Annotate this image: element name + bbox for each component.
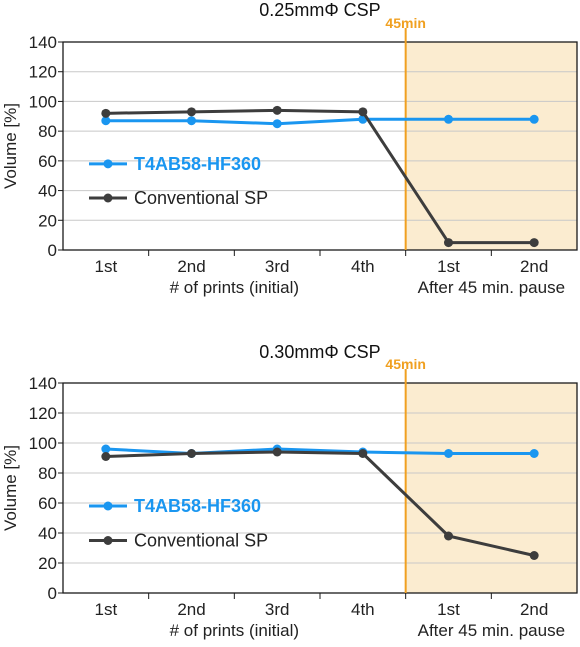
data-point-1	[529, 551, 539, 560]
data-point-1	[101, 452, 111, 461]
x-tick-label: 3rd	[265, 257, 290, 276]
x-tick-label: 4th	[351, 257, 375, 276]
data-point-0	[529, 449, 539, 458]
data-point-1	[529, 238, 539, 248]
legend-label: Conventional SP	[134, 188, 268, 208]
x-tick-label: 4th	[351, 600, 375, 619]
data-point-0	[444, 449, 453, 458]
legend-swatch-marker	[103, 501, 113, 511]
pause-marker-label: 45min	[385, 356, 425, 372]
y-tick-label: 40	[38, 524, 57, 543]
y-tick-label: 100	[29, 434, 57, 453]
x-tick-label: 1st	[437, 600, 460, 619]
legend-swatch-marker	[103, 159, 113, 169]
x-group-label-pause: After 45 min. pause	[418, 278, 565, 297]
data-point-1	[101, 108, 111, 118]
x-group-label-pause: After 45 min. pause	[418, 621, 565, 640]
y-tick-label: 140	[29, 33, 57, 52]
series-line-0	[105, 117, 535, 126]
series-line-1	[105, 450, 535, 557]
series-line-1	[105, 108, 535, 245]
y-tick-label: 60	[38, 494, 57, 513]
data-point-0	[101, 444, 111, 454]
data-point-1	[272, 105, 282, 115]
y-tick-label: 140	[29, 374, 57, 393]
data-point-0	[101, 116, 111, 126]
y-tick-label: 20	[38, 211, 57, 230]
x-tick-label: 2nd	[177, 600, 205, 619]
x-tick-label: 1st	[94, 257, 117, 276]
data-point-1	[187, 107, 196, 117]
legend-label: T4AB58-HF360	[134, 154, 261, 174]
y-tick-label: 100	[29, 92, 57, 111]
y-tick-label: 80	[38, 122, 57, 141]
y-axis-label: Volume [%]	[1, 445, 20, 531]
y-tick-label: 120	[29, 404, 57, 423]
chart-0-025mm: 0 20 40 60 80 100 120 140 1st 2nd 3rd 4th 1st 2nd # of…	[1, 0, 578, 297]
y-tick-label: 40	[38, 182, 57, 201]
pause-region	[405, 42, 577, 250]
data-point-1	[358, 107, 368, 117]
pause-marker-label: 45min	[385, 15, 425, 31]
data-point-1	[187, 449, 196, 458]
chart-title: 0.30mmΦ CSP	[259, 342, 380, 362]
y-tick-label: 120	[29, 63, 57, 82]
data-point-1	[444, 238, 453, 248]
y-tick-label: 0	[48, 584, 57, 603]
x-group-label-initial: # of prints (initial)	[170, 278, 299, 297]
x-tick-label: 1st	[94, 600, 117, 619]
y-axis-label: Volume [%]	[1, 103, 20, 189]
x-tick-label: 3rd	[265, 600, 290, 619]
y-tick-label: 20	[38, 554, 57, 573]
y-tick-label: 60	[38, 152, 57, 171]
pause-region	[405, 383, 577, 593]
data-point-0	[529, 114, 539, 124]
x-tick-label: 2nd	[520, 257, 548, 276]
legend-label: Conventional SP	[134, 531, 268, 551]
y-tick-label: 80	[38, 464, 57, 483]
legend-swatch-marker	[103, 536, 113, 545]
x-tick-label: 1st	[437, 257, 460, 276]
data-point-1	[444, 531, 453, 541]
x-group-label-initial: # of prints (initial)	[170, 621, 299, 640]
data-point-0	[444, 114, 453, 124]
data-point-0	[272, 119, 282, 129]
data-point-1	[358, 449, 368, 458]
y-tick-label: 0	[48, 241, 57, 260]
legend-label: T4AB58-HF360	[134, 496, 261, 516]
x-tick-label: 2nd	[177, 257, 205, 276]
chart-1-030mm: 0 20 40 60 80 100 120 140 1st 2nd 3rd 4th 1st 2nd # of…	[1, 342, 578, 640]
data-point-1	[272, 447, 282, 457]
data-point-0	[187, 116, 196, 126]
chart-title: 0.25mmΦ CSP	[259, 0, 380, 20]
x-tick-label: 2nd	[520, 600, 548, 619]
legend-swatch-marker	[103, 193, 113, 203]
